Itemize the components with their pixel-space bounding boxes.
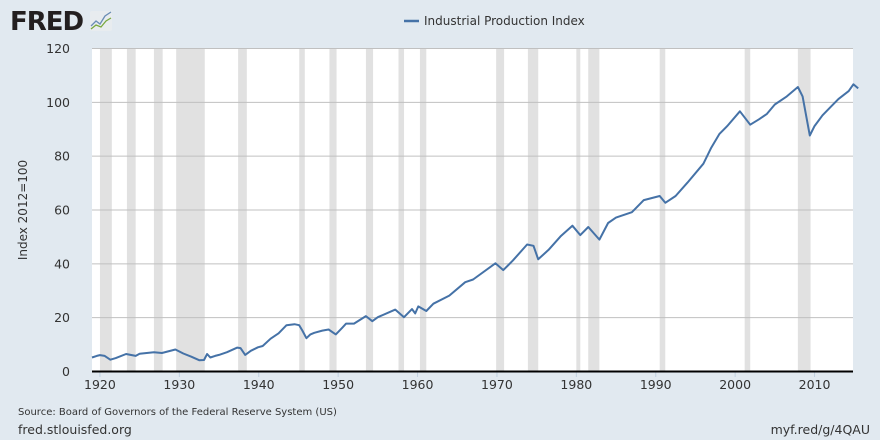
x-tick-label: 1940 [243, 377, 275, 392]
fred-logo: FRED [10, 7, 112, 37]
x-tick-label: 1970 [481, 377, 513, 392]
x-tick-label: 1950 [322, 377, 354, 392]
x-axis-ticks: 1920 1930 1940 1950 1960 1970 1980 1990 2000 2010 [84, 371, 830, 392]
y-tick-label: 100 [46, 95, 70, 110]
y-axis-label: Index 2012=100 [16, 160, 30, 260]
series-line-industrial-production [91, 83, 859, 362]
x-tick-label: 1990 [640, 377, 672, 392]
x-tick-label: 1980 [560, 377, 592, 392]
x-tick-label: 2000 [719, 377, 751, 392]
legend-label: Industrial Production Index [424, 14, 585, 28]
short-url-link[interactable]: myf.red/g/4QAU [771, 422, 870, 437]
y-tick-label: 80 [54, 149, 70, 164]
y-tick-label: 120 [46, 41, 70, 56]
gridlines [92, 48, 853, 319]
x-tick-label: 1930 [163, 377, 195, 392]
y-tick-label: 40 [54, 256, 70, 271]
y-axis-ticks: 0 20 40 60 80 100 120 [46, 41, 70, 379]
y-tick-label: 0 [62, 364, 70, 379]
source-note: Source: Board of Governors of the Federa… [18, 407, 337, 418]
y-tick-label: 20 [54, 310, 70, 325]
site-link[interactable]: fred.stlouisfed.org [18, 422, 132, 437]
x-tick-label: 2010 [799, 377, 831, 392]
legend: Industrial Production Index [404, 14, 585, 28]
x-tick-label: 1920 [84, 377, 116, 392]
y-tick-label: 60 [54, 203, 70, 218]
svg-text:FRED: FRED [10, 7, 84, 37]
x-tick-label: 1960 [402, 377, 434, 392]
